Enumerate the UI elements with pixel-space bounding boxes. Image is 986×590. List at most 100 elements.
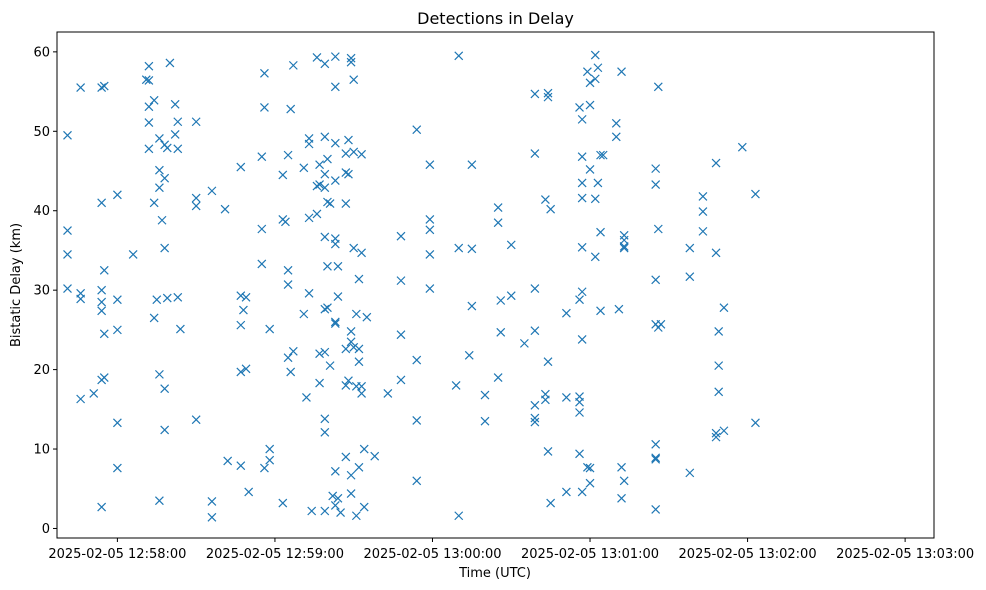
data-point: [357, 149, 367, 159]
data-point: [496, 296, 506, 305]
data-point: [653, 224, 663, 234]
data-point: [530, 149, 540, 158]
data-point: [585, 463, 595, 473]
data-point: [333, 493, 343, 503]
plot-area: [56, 31, 935, 539]
data-point: [170, 130, 180, 139]
data-point: [546, 498, 556, 508]
data-point: [396, 330, 406, 340]
data-point: [653, 82, 663, 92]
y-tick-label: 50: [33, 125, 50, 140]
data-point: [590, 252, 600, 262]
data-point: [63, 284, 72, 293]
data-point: [241, 364, 251, 374]
data-point: [281, 217, 290, 227]
data-point: [207, 512, 217, 522]
data-point: [711, 158, 721, 168]
data-point: [611, 118, 621, 128]
data-point: [97, 83, 107, 93]
x-tick-label: 2025-02-05 13:00:00: [363, 547, 501, 562]
data-point: [561, 487, 571, 497]
data-point: [265, 324, 275, 334]
data-point: [207, 186, 217, 196]
y-tick-label: 40: [33, 204, 50, 219]
data-point: [617, 462, 626, 472]
chart-title: Detections in Delay: [417, 9, 574, 28]
data-point: [341, 344, 351, 354]
data-point: [506, 291, 516, 301]
data-point: [323, 197, 332, 207]
data-point: [346, 489, 356, 498]
data-point: [160, 173, 170, 183]
data-point: [611, 132, 621, 142]
data-point: [144, 76, 154, 85]
data-point: [154, 165, 164, 175]
data-point: [328, 491, 338, 501]
data-point: [152, 295, 162, 305]
data-point: [425, 225, 435, 235]
data-point: [425, 160, 435, 170]
data-point: [265, 455, 275, 465]
data-point: [330, 52, 340, 62]
y-tick-label: 10: [33, 443, 50, 458]
data-point: [619, 242, 629, 251]
data-point: [575, 408, 584, 417]
data-point: [128, 249, 138, 259]
data-point: [590, 50, 600, 60]
data-point: [577, 193, 587, 203]
x-tick-label: 2025-02-05 13:01:00: [521, 547, 659, 562]
data-point: [330, 82, 340, 92]
data-point: [97, 306, 107, 316]
data-point: [63, 226, 72, 236]
data-point: [278, 498, 288, 508]
data-point: [651, 504, 661, 514]
data-point: [257, 152, 267, 162]
data-point: [149, 198, 159, 208]
data-point: [596, 227, 605, 237]
data-point: [239, 305, 248, 315]
data-point: [577, 178, 587, 188]
data-point: [283, 150, 293, 160]
data-point: [480, 390, 490, 400]
data-point: [191, 201, 201, 211]
data-point: [299, 309, 309, 319]
data-point: [751, 418, 760, 428]
data-point: [362, 312, 372, 322]
data-point: [346, 327, 356, 336]
data-point: [354, 462, 364, 472]
data-point: [283, 265, 293, 275]
data-point: [370, 451, 380, 461]
data-point: [596, 150, 605, 160]
data-point: [698, 226, 708, 236]
data-point: [464, 350, 474, 360]
data-point: [170, 99, 180, 109]
data-point: [320, 132, 330, 142]
data-point: [619, 243, 629, 253]
y-tick-label: 20: [33, 363, 50, 378]
data-point: [651, 454, 661, 464]
data-point: [651, 164, 661, 174]
data-point: [540, 389, 550, 399]
data-point: [530, 89, 540, 99]
y-tick-label: 0: [42, 522, 50, 537]
data-point: [344, 169, 353, 179]
data-point: [480, 416, 490, 426]
data-point: [241, 292, 251, 302]
data-point: [346, 337, 356, 347]
data-point: [711, 428, 721, 438]
data-point: [396, 375, 406, 385]
data-point: [493, 373, 503, 382]
data-point: [530, 326, 540, 336]
data-point: [191, 117, 201, 127]
data-point: [315, 349, 324, 359]
data-point: [97, 297, 107, 307]
data-point: [698, 192, 708, 201]
data-point: [97, 502, 107, 512]
data-point: [312, 209, 322, 219]
data-point: [320, 506, 330, 516]
data-point: [651, 453, 661, 463]
data-point: [351, 309, 361, 319]
data-point: [577, 152, 587, 162]
data-point: [598, 150, 608, 160]
